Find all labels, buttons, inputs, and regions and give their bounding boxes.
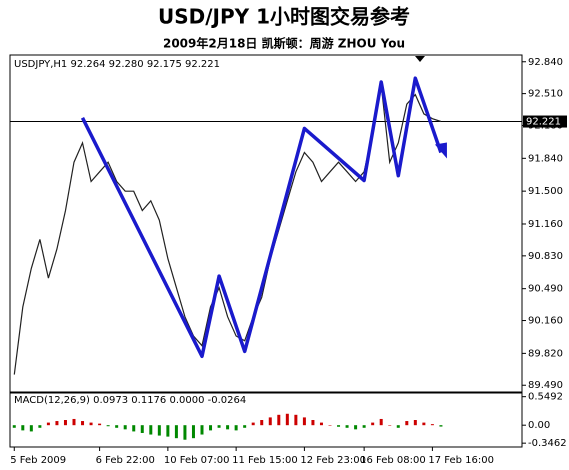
macd-bar <box>319 422 323 426</box>
macd-bar <box>268 417 272 426</box>
chart-title: USD/JPY 1小时图交易参考 <box>158 5 410 29</box>
macd-bar <box>115 425 119 428</box>
macd-bar <box>38 425 42 428</box>
macd-bar <box>260 420 264 426</box>
macd-bar <box>362 425 366 428</box>
macd-bar <box>12 425 16 428</box>
macd-bar <box>63 420 67 426</box>
macd-bar <box>72 418 76 426</box>
macd-bar <box>328 425 332 426</box>
macd-bar <box>149 425 153 435</box>
y-tick-label: 0.00 <box>528 420 550 431</box>
y-tick-label: 90.830 <box>528 251 563 262</box>
macd-bar <box>140 425 144 433</box>
macd-bar <box>21 425 25 431</box>
x-tick-label: 12 Feb 23:00 <box>300 455 366 466</box>
y-tick-label: 91.500 <box>528 186 563 197</box>
x-tick-label: 6 Feb 22:00 <box>96 455 155 466</box>
macd-bar <box>439 425 443 427</box>
x-tick-label: 16 Feb 08:00 <box>360 455 426 466</box>
macd-bar <box>430 424 434 426</box>
y-tick-label: 90.490 <box>528 284 563 295</box>
macd-bar <box>345 425 349 428</box>
macd-bar <box>277 414 281 426</box>
shift-marker <box>415 56 425 62</box>
macd-bar <box>302 417 306 426</box>
macd-bar <box>405 421 409 426</box>
macd-bar <box>337 425 341 427</box>
symbol-header: USDJPY,H1 92.264 92.280 92.175 92.221 <box>14 59 220 70</box>
main-panel <box>9 54 523 393</box>
macd-bar <box>174 425 178 439</box>
macd-bar <box>46 422 50 426</box>
macd-bar <box>234 425 238 431</box>
macd-bar <box>183 425 187 440</box>
macd-bar <box>396 425 400 428</box>
y-tick-label: 89.490 <box>528 380 563 391</box>
y-tick-label: 92.510 <box>528 89 563 100</box>
macd-bar <box>294 414 298 426</box>
macd-bar <box>166 425 170 437</box>
zigzag-arrowhead <box>434 142 447 159</box>
macd-bar <box>29 425 33 432</box>
macd-bar <box>251 422 255 426</box>
x-tick-label: 10 Feb 07:00 <box>164 455 230 466</box>
macd-bar <box>200 425 204 435</box>
x-tick-label: 5 Feb 2009 <box>10 455 66 466</box>
macd-bar <box>379 418 383 426</box>
current-price-box <box>523 115 567 128</box>
macd-bar <box>191 425 195 439</box>
x-tick-label: 11 Feb 15:00 <box>232 455 298 466</box>
y-tick-label: -0.3462 <box>528 438 567 449</box>
y-tick-label: 89.820 <box>528 348 563 359</box>
macd-bar <box>55 421 59 426</box>
macd-bar <box>354 425 358 430</box>
macd-bar <box>89 422 93 426</box>
y-tick-label: 91.160 <box>528 219 563 230</box>
y-tick-label: 91.840 <box>528 153 563 164</box>
macd-bar <box>98 423 102 426</box>
x-tick-label: 17 Feb 16:00 <box>428 455 494 466</box>
macd-bar <box>285 413 289 426</box>
y-tick-label: 0.5492 <box>528 392 563 403</box>
macd-bar <box>132 425 136 432</box>
macd-panel <box>9 392 523 448</box>
macd-header: MACD(12,26,9) 0.0973 0.1176 0.0000 -0.02… <box>14 395 246 406</box>
macd-bar <box>371 422 375 426</box>
macd-bar <box>209 425 213 431</box>
y-tick-label: 90.160 <box>528 316 563 327</box>
macd-bar <box>226 425 230 430</box>
macd-bar <box>243 425 247 428</box>
y-tick-label: 92.840 <box>528 57 563 68</box>
macd-bar <box>157 425 161 436</box>
zigzag-line <box>80 76 443 359</box>
macd-bar <box>413 420 417 426</box>
macd-bar <box>81 421 85 426</box>
macd-bar <box>106 425 110 427</box>
price-line <box>13 84 442 375</box>
macd-bar <box>217 425 221 428</box>
current-price-label: 92.221 <box>526 117 561 128</box>
macd-bar <box>311 420 315 426</box>
macd-bar <box>123 425 127 430</box>
macd-bar <box>422 422 426 426</box>
macd-bar <box>388 425 392 426</box>
chart-subtitle: 2009年2月18日 凯斯顿：周游 ZHOU You <box>163 36 405 51</box>
